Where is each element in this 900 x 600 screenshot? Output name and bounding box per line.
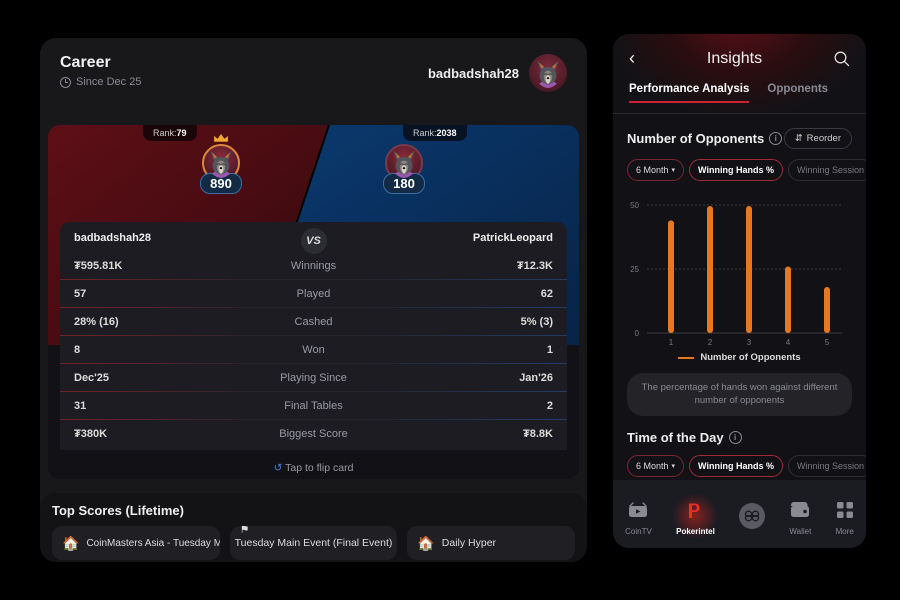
svg-text:2: 2 <box>708 338 713 347</box>
svg-text:0: 0 <box>635 329 640 338</box>
svg-text:1: 1 <box>669 338 674 347</box>
svg-text:5: 5 <box>825 338 830 347</box>
svg-text:4: 4 <box>786 338 791 347</box>
svg-text:3: 3 <box>747 338 752 347</box>
svg-text:50: 50 <box>630 201 639 210</box>
svg-text:25: 25 <box>630 265 639 274</box>
